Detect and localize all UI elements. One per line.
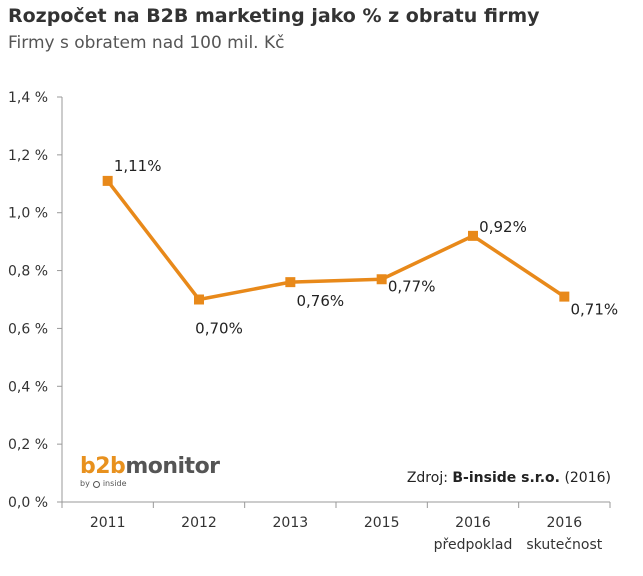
data-label: 0,92% (479, 218, 527, 236)
y-tick-label: 0,2 % (8, 437, 48, 453)
data-point-marker (468, 230, 478, 241)
data-label: 0,77% (388, 277, 436, 295)
series-line (106, 179, 566, 302)
x-tick-label: 2016 (455, 515, 491, 531)
y-tick-label: 0,6 % (8, 321, 48, 337)
data-point-marker (285, 277, 296, 288)
source-note: Zdroj: B-inside s.r.o. (2016) (407, 470, 611, 486)
y-tick-label: 1,2 % (8, 148, 48, 164)
inside-dot-icon (92, 480, 100, 488)
y-tick-label: 0,4 % (8, 379, 48, 395)
logo-brand-part1: b2b (80, 454, 126, 479)
chart-subtitle: Firmy s obratem nad 100 mil. Kč (8, 33, 285, 53)
data-label: 0,76% (297, 292, 345, 310)
data-point-marker (194, 294, 204, 305)
x-tick-label: 2013 (273, 515, 309, 531)
y-tick-label: 1,0 % (8, 206, 48, 222)
data-point-marker (102, 175, 113, 186)
logo-brand-part2: monitor (125, 454, 220, 479)
logo-byline-prefix: by (80, 479, 90, 488)
data-point-marker (559, 291, 570, 302)
y-tick-label: 1,4 % (8, 90, 48, 106)
x-tick-label: 2016 (547, 515, 583, 531)
data-label: 1,11% (114, 157, 162, 175)
x-tick-sublabel: předpoklad (434, 537, 513, 553)
y-tick-label: 0,8 % (8, 264, 48, 280)
data-label: 0,70% (195, 320, 243, 338)
x-tick-sublabel: skutečnost (526, 537, 602, 553)
x-tick-label: 2015 (364, 515, 400, 531)
data-label: 0,71% (571, 301, 619, 319)
source-year: (2016) (564, 470, 611, 486)
y-tick-label: 0,0 % (8, 495, 48, 511)
source-prefix: Zdroj: (406, 470, 448, 486)
b2bmonitor-logo: b2bmonitor by inside (80, 456, 220, 488)
logo-byline-name: inside (102, 479, 127, 488)
source-name: B-inside s.r.o. (452, 470, 560, 486)
x-tick-label: 2011 (90, 515, 126, 531)
chart-title: Rozpočet na B2B marketing jako % z obrat… (8, 5, 540, 27)
logo-byline: by inside (80, 480, 220, 488)
x-tick-label: 2012 (181, 515, 217, 531)
data-point-marker (376, 274, 387, 285)
